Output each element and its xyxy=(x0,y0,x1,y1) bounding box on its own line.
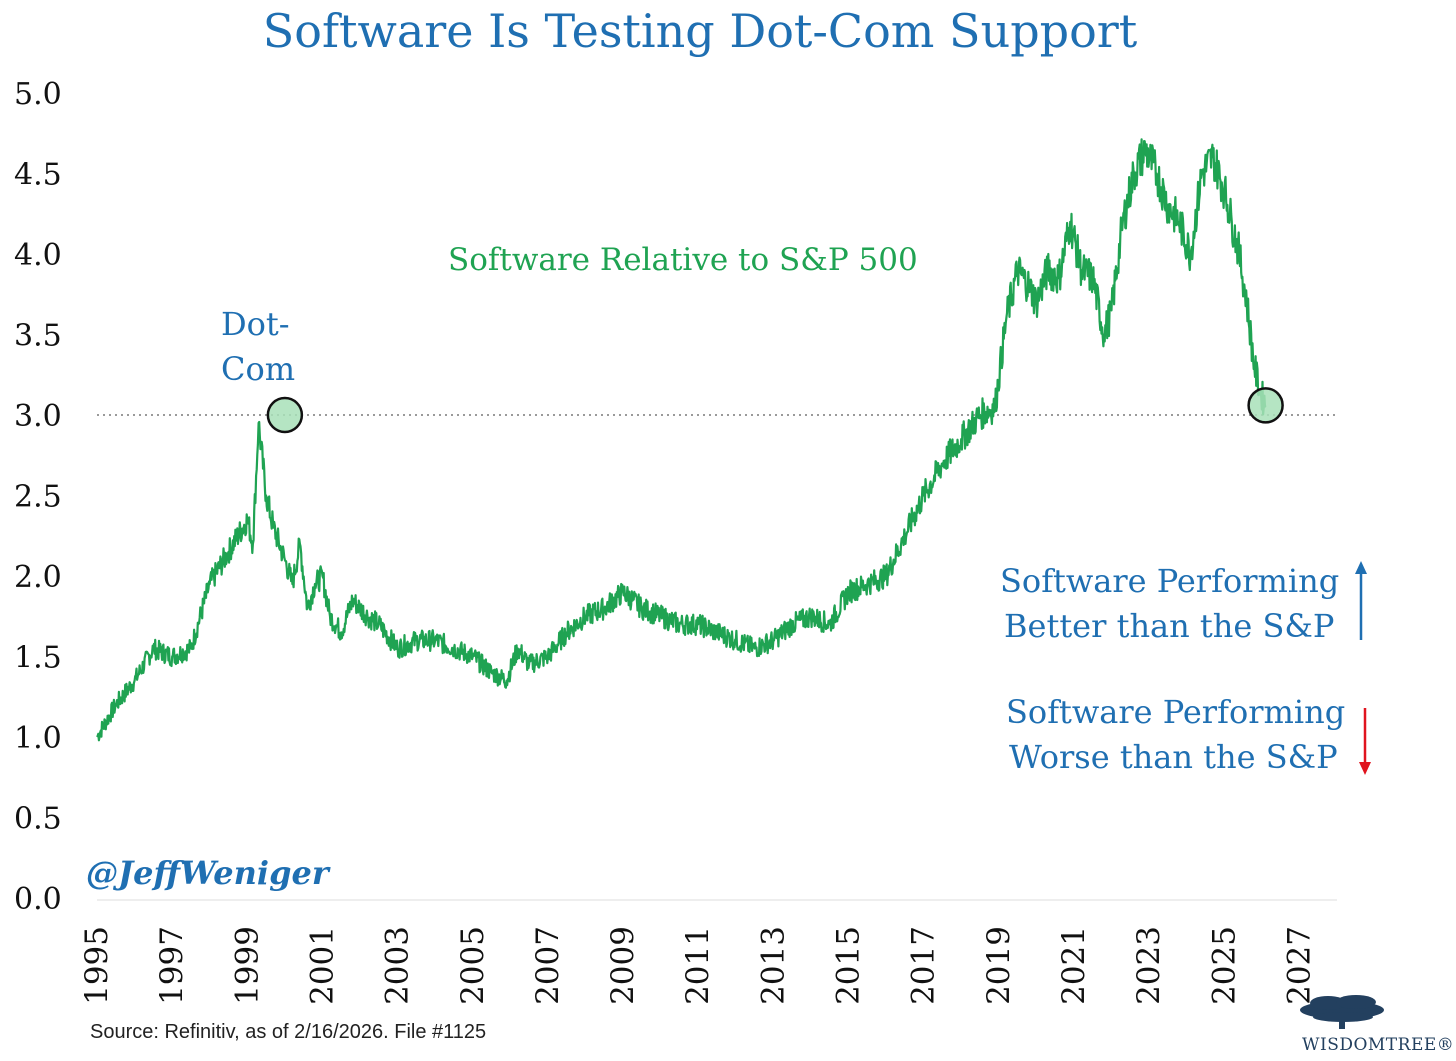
x-tick-label: 2025 xyxy=(1206,926,1242,1005)
series-label: Software Relative to S&P 500 xyxy=(448,242,918,278)
worse-label-line2: Worse than the S&P xyxy=(1009,738,1338,776)
y-tick-label: 2.5 xyxy=(14,480,62,515)
series-line-software-relative xyxy=(96,138,1267,742)
dotcom-label-line2: Com xyxy=(221,350,295,388)
author-handle: @JeffWeniger xyxy=(86,854,331,892)
y-tick-label: 3.0 xyxy=(14,399,62,434)
y-axis-ticks: 0.0 0.5 1.0 1.5 2.0 2.5 3.0 3.5 4.0 4.5 5.0 xyxy=(14,77,62,917)
y-tick-label: 1.5 xyxy=(14,641,62,676)
down-arrow-icon xyxy=(1359,708,1371,775)
x-tick-label: 1995 xyxy=(79,926,115,1005)
y-tick-label: 0.5 xyxy=(14,802,62,837)
highlight-markers xyxy=(266,387,1284,434)
source-note: Source: Refinitiv, as of 2/16/2026. File… xyxy=(90,1021,487,1043)
better-label-line2: Better than the S&P xyxy=(1004,607,1334,645)
x-tick-label: 2007 xyxy=(530,926,566,1005)
dotcom-peak-marker xyxy=(266,396,304,434)
tree-icon xyxy=(1300,995,1384,1029)
x-tick-label: 1999 xyxy=(229,926,265,1005)
x-tick-label: 2019 xyxy=(981,926,1017,1005)
y-tick-label: 4.5 xyxy=(14,158,62,193)
y-tick-label: 0.0 xyxy=(14,882,62,917)
y-tick-label: 3.5 xyxy=(14,319,62,354)
x-tick-label: 2013 xyxy=(755,926,791,1005)
x-tick-label: 2003 xyxy=(380,926,416,1005)
x-tick-label: 2001 xyxy=(304,926,340,1005)
up-arrow-icon xyxy=(1355,561,1367,640)
x-tick-label: 2021 xyxy=(1056,926,1092,1005)
x-tick-label: 2017 xyxy=(906,926,942,1005)
y-tick-label: 5.0 xyxy=(14,77,62,112)
chart-title: Software Is Testing Dot-Com Support xyxy=(262,4,1138,58)
x-tick-label: 2005 xyxy=(455,926,491,1005)
dotcom-label-line1: Dot- xyxy=(221,305,290,343)
y-tick-label: 2.0 xyxy=(14,560,62,595)
x-axis-ticks: 1995 1997 1999 2001 2003 2005 2007 2009 2011 2013… xyxy=(79,926,1317,1005)
x-tick-label: 2015 xyxy=(831,926,867,1005)
x-tick-label: 1997 xyxy=(154,926,190,1005)
y-tick-label: 4.0 xyxy=(14,238,62,273)
current-level-marker xyxy=(1247,387,1284,424)
better-label-line1: Software Performing xyxy=(1000,562,1339,600)
x-tick-label: 2023 xyxy=(1131,926,1167,1005)
y-tick-label: 1.0 xyxy=(14,721,62,756)
x-tick-label: 2027 xyxy=(1281,926,1317,1005)
wisdomtree-wordmark: WISDOMTREE® xyxy=(1302,1035,1454,1055)
wisdomtree-logo: WISDOMTREE® xyxy=(1300,995,1454,1055)
worse-label-line1: Software Performing xyxy=(1006,693,1345,731)
x-tick-label: 2009 xyxy=(605,926,641,1005)
x-tick-label: 2011 xyxy=(680,926,716,1005)
